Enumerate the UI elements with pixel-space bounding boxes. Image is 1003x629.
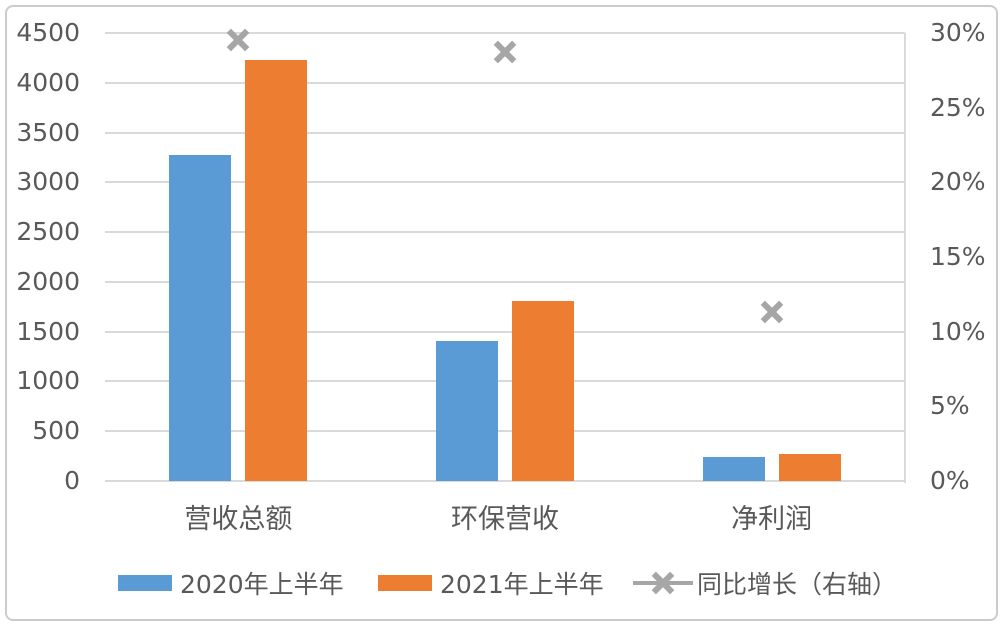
y-axis-tick-label: 2000 — [16, 266, 80, 296]
right-axis-tick-label: 10% — [930, 316, 986, 346]
y-axis-tick-label: 500 — [32, 416, 80, 446]
right-axis-tick-label: 15% — [930, 242, 986, 271]
y-axis-tick-label: 2500 — [16, 217, 80, 247]
legend-label-2021: 2021年上半年 — [440, 570, 604, 599]
gridline — [105, 181, 905, 183]
y-axis-tick-label: 3500 — [16, 117, 80, 147]
legend-label-growth: 同比增长（右轴） — [697, 570, 898, 599]
right-axis-tick-label: 20% — [930, 167, 986, 197]
bar-2021-cat2 — [512, 300, 574, 481]
legend-label-2020: 2020年上半年 — [180, 570, 344, 599]
bar-2021-cat1 — [245, 59, 308, 481]
bar-2020-cat3 — [702, 457, 765, 481]
x-axis-label-cat2: 环保营收 — [451, 504, 559, 535]
gridline — [105, 82, 905, 84]
right-axis-tick-label: 25% — [930, 92, 986, 122]
growth-marker-cat1 — [226, 28, 250, 52]
gridline — [105, 132, 905, 134]
bar-2020-cat2 — [436, 340, 498, 481]
right-axis-tick-label: 5% — [930, 391, 970, 421]
gridline — [105, 281, 905, 283]
gridline — [105, 331, 905, 333]
y-axis-tick-label: 4000 — [16, 67, 80, 97]
growth-marker-cat2 — [493, 40, 517, 64]
gridline — [105, 480, 905, 482]
gridline — [105, 32, 905, 34]
legend-item-growth: 同比增长（右轴） — [633, 566, 897, 600]
legend-swatch-2021-icon — [378, 575, 432, 591]
y-axis-tick-label: 1500 — [16, 316, 80, 346]
legend-item-2021: 2021年上半年 — [378, 566, 604, 600]
right-axis-line — [904, 33, 906, 483]
bar-2020-cat1 — [169, 155, 232, 481]
bar-2021-cat3 — [778, 454, 841, 481]
right-axis-tick-label: 0% — [930, 466, 970, 495]
x-axis-label-cat3: 净利润 — [731, 504, 813, 535]
y-axis-tick-label: 1000 — [16, 366, 80, 396]
gridline — [105, 231, 905, 233]
growth-line-marker-icon — [633, 581, 693, 585]
x-marker-icon — [651, 571, 675, 595]
y-axis-tick-label: 0 — [64, 466, 80, 495]
growth-marker-cat3 — [760, 300, 784, 324]
y-axis-tick-label: 3000 — [16, 167, 80, 197]
x-axis-label-cat1: 营收总额 — [184, 504, 293, 535]
y-axis-tick-label: 4500 — [16, 18, 80, 47]
legend-swatch-2020-icon — [118, 575, 172, 591]
right-axis-tick-label: 30% — [930, 18, 986, 47]
legend-item-2020: 2020年上半年 — [118, 566, 344, 600]
gridline — [105, 430, 905, 432]
gridline — [105, 380, 905, 382]
